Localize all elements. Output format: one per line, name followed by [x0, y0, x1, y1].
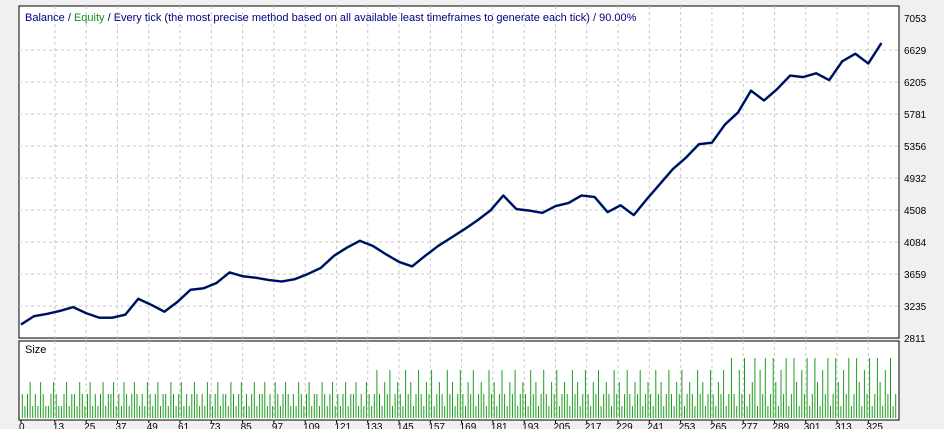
x-tick-label: 217	[585, 422, 602, 429]
x-tick-label: 37	[115, 422, 127, 429]
x-tick-label: 25	[84, 422, 96, 429]
chart-header: Balance / Equity / Every tick (the most …	[25, 12, 637, 24]
y-tick-label: 6205	[904, 78, 927, 89]
x-tick-label: 325	[866, 422, 883, 429]
main-chart-panel	[18, 5, 900, 339]
y-tick-label: 4932	[904, 174, 927, 185]
x-tick-label: 145	[397, 422, 414, 429]
x-tick-label: 85	[241, 422, 253, 429]
x-tick-label: 253	[679, 422, 696, 429]
y-tick-label: 6629	[904, 46, 927, 57]
x-tick-label: 277	[741, 422, 758, 429]
size-panel	[18, 340, 900, 421]
x-tick-label: 121	[334, 422, 351, 429]
x-tick-label: 0	[19, 422, 25, 429]
x-tick-label: 205	[553, 422, 570, 429]
x-axis-ticks: 0 13 25 37 49 61 73 85 97 109 121 133 145 157 169 181 19…	[19, 420, 883, 429]
legend-balance: Balance	[25, 12, 65, 24]
window-left-edge	[0, 0, 18, 429]
main-grid	[19, 6, 899, 338]
y-tick-label: 3235	[904, 302, 927, 313]
x-tick-label: 13	[53, 422, 65, 429]
size-grid	[54, 341, 869, 420]
x-tick-label: 289	[772, 422, 789, 429]
x-tick-label: 133	[366, 422, 383, 429]
x-tick-label: 157	[428, 422, 445, 429]
y-axis-ticks: 7053 6629 6205 5781 5356 4932 4508 4084 3659 3235…	[904, 14, 927, 345]
y-tick-label: 5356	[904, 142, 927, 153]
x-tick-label: 61	[178, 422, 190, 429]
x-tick-label: 73	[209, 422, 221, 429]
y-tick-label: 3659	[904, 270, 927, 281]
x-tick-label: 97	[272, 422, 284, 429]
size-panel-label: Size	[25, 344, 46, 356]
y-tick-label: 4508	[904, 206, 927, 217]
x-tick-label: 109	[303, 422, 320, 429]
x-tick-label: 169	[460, 422, 477, 429]
legend-equity: Equity	[74, 12, 105, 24]
main-series-group	[20, 42, 883, 326]
y-tick-label: 5781	[904, 110, 927, 121]
size-bars-group	[21, 358, 897, 418]
y-tick-label: 4084	[904, 238, 927, 249]
y-tick-label: 7053	[904, 14, 927, 25]
x-tick-label: 181	[491, 422, 508, 429]
x-tick-label: 265	[710, 422, 727, 429]
x-tick-label: 301	[804, 422, 821, 429]
balance-line	[20, 42, 883, 326]
y-tick-label: 2811	[904, 334, 926, 345]
legend-separator-2: /	[105, 12, 114, 24]
x-tick-label: 229	[616, 422, 633, 429]
x-tick-label: 313	[835, 422, 852, 429]
x-tick-label: 193	[522, 422, 539, 429]
chart-description: Every tick (the most precise method base…	[114, 12, 637, 24]
x-tick-label: 241	[647, 422, 664, 429]
x-tick-label: 49	[147, 422, 159, 429]
legend-separator-1: /	[65, 12, 74, 24]
